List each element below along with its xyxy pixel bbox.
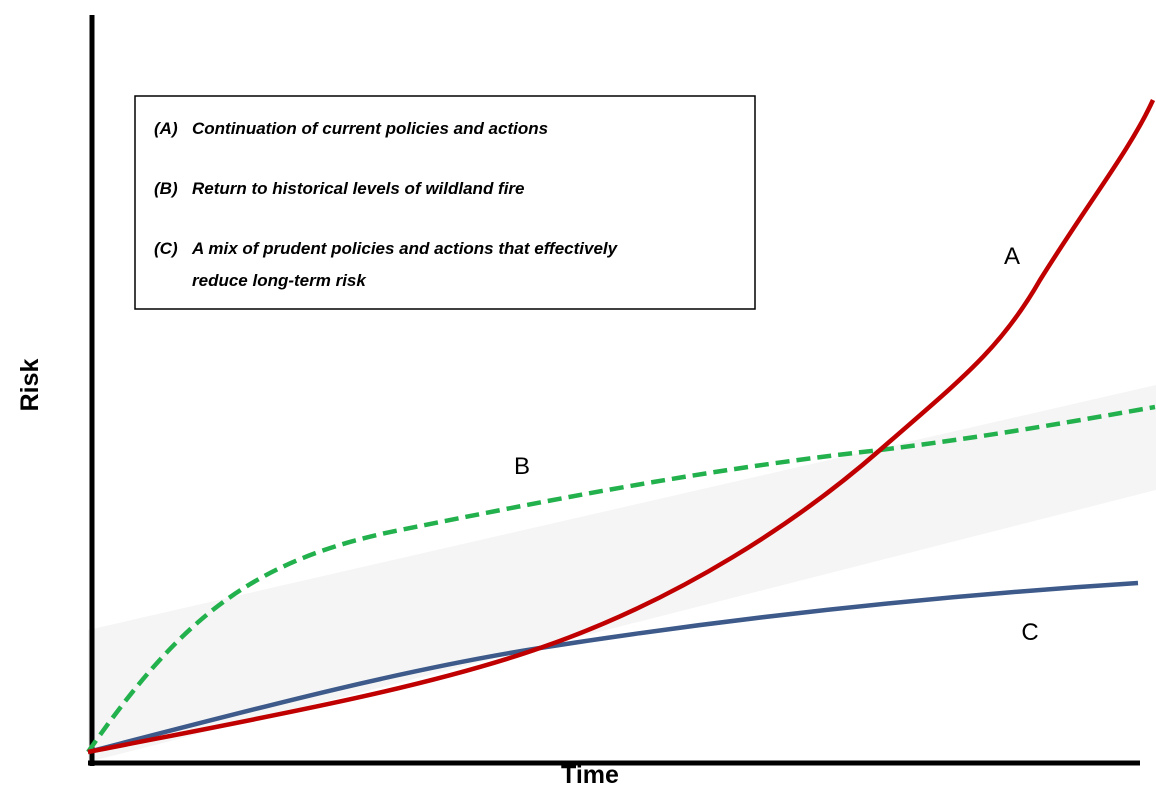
curve-label: C bbox=[1021, 619, 1038, 646]
curve-c bbox=[87, 580, 1139, 755]
legend-box bbox=[134, 95, 756, 310]
legend-key: (A) bbox=[154, 119, 178, 138]
legend-text: reduce long-term risk bbox=[192, 271, 367, 290]
y-axis-label: Risk bbox=[16, 359, 44, 412]
curve-a bbox=[87, 99, 1156, 755]
shaded-band bbox=[88, 385, 1156, 762]
legend-key: (B) bbox=[154, 179, 178, 198]
legend: (A) Continuation of current policies and … bbox=[154, 119, 619, 290]
legend-text: A mix of prudent policies and actions th… bbox=[191, 239, 619, 258]
legend-text: Return to historical levels of wildland … bbox=[192, 179, 525, 198]
legend-text: Continuation of current policies and act… bbox=[192, 119, 548, 138]
legend-key: (C) bbox=[154, 239, 178, 258]
curve-label: A bbox=[1004, 243, 1020, 270]
curve-b bbox=[86, 404, 1156, 754]
x-axis-label: Time bbox=[561, 761, 619, 785]
curve-label: B bbox=[514, 453, 530, 480]
